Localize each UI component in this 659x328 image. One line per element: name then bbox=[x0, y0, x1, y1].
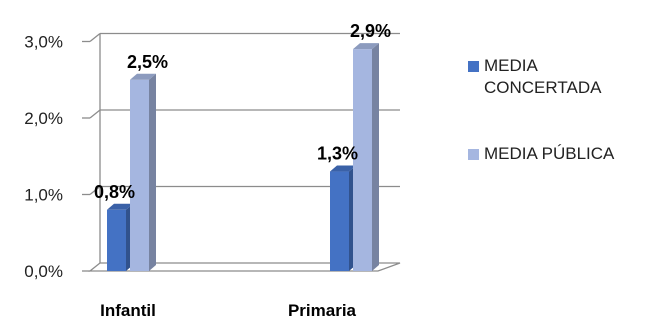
y-tick-labels: 0,0% 1,0% 2,0% 3,0% bbox=[24, 33, 63, 282]
gridline-diag bbox=[89, 185, 101, 196]
gridline-diag bbox=[89, 32, 101, 43]
bars-group bbox=[107, 43, 379, 272]
legend-swatch-publica bbox=[468, 149, 479, 160]
category-label: Infantil bbox=[100, 301, 156, 320]
legend-item-publica: MEDIA PÚBLICA bbox=[468, 143, 658, 165]
legend-label-publica: MEDIA PÚBLICA bbox=[484, 144, 615, 163]
bar-1-1 bbox=[353, 49, 372, 272]
bar-top-0-1 bbox=[130, 73, 156, 80]
chart-floor bbox=[82, 40, 401, 272]
y-tick-label: 2,0% bbox=[24, 109, 63, 128]
data-labels: 0,8% 2,5% 1,3% 2,9% bbox=[94, 21, 391, 202]
bar-top-0-0 bbox=[107, 203, 133, 210]
x-category-labels: Infantil Primaria bbox=[100, 301, 356, 320]
floor-plane bbox=[88, 262, 401, 272]
data-label-1-0: 1,3% bbox=[317, 144, 358, 164]
bar-0-1 bbox=[130, 79, 149, 271]
data-label-0-1: 2,5% bbox=[127, 52, 168, 72]
data-label-0-0: 0,8% bbox=[94, 182, 135, 202]
bar-top-1-1 bbox=[353, 43, 379, 50]
legend-label-concertada: MEDIA CONCERTADA bbox=[484, 56, 602, 97]
y-tick-label: 3,0% bbox=[24, 33, 63, 52]
category-label: Primaria bbox=[288, 301, 357, 320]
bar-top-1-0 bbox=[330, 165, 356, 172]
y-tick-label: 1,0% bbox=[24, 186, 63, 205]
bar-side-0-1 bbox=[149, 73, 156, 271]
bar-1-0 bbox=[330, 171, 349, 271]
data-label-1-1: 2,9% bbox=[350, 21, 391, 41]
legend-swatch-concertada bbox=[468, 61, 479, 72]
y-tick-label: 0,0% bbox=[24, 262, 63, 281]
gridline-diag bbox=[89, 109, 101, 119]
bar-0-0 bbox=[107, 209, 126, 271]
legend-item-concertada: MEDIA CONCERTADA bbox=[468, 55, 658, 99]
bar-side-1-1 bbox=[372, 43, 379, 272]
legend: MEDIA CONCERTADA MEDIA PÚBLICA bbox=[468, 55, 658, 165]
